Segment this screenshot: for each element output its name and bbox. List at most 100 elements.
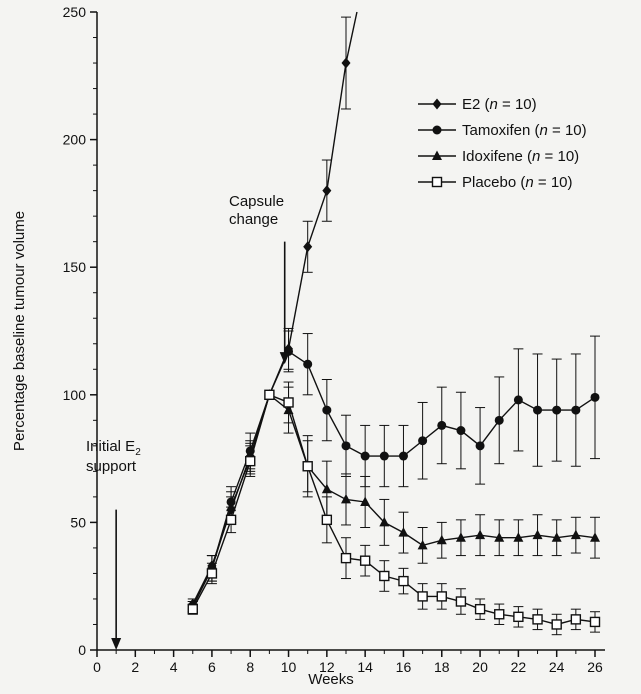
- data-point-triangle: [283, 404, 294, 415]
- data-point-circle: [398, 451, 408, 461]
- x-tick-label-26: 26: [587, 659, 603, 675]
- data-point-triangle: [513, 532, 524, 542]
- legend-marker: [432, 125, 442, 135]
- data-point-triangle: [360, 496, 371, 506]
- legend-item-diamond: E2 (n = 10): [418, 96, 537, 113]
- data-point-triangle: [455, 532, 466, 542]
- data-point-triangle: [226, 501, 237, 512]
- legend-label-main: Placebo (: [462, 174, 525, 191]
- series-markers: [187, 57, 601, 630]
- initial-annotation-main: Initial E: [86, 438, 135, 455]
- y-ticks: 0 50 100 150 200 250: [63, 4, 97, 658]
- x-tick-label-2: 2: [131, 659, 139, 675]
- legend-label: E2 (n = 10): [462, 96, 537, 113]
- x-tick-label-12: 12: [319, 659, 335, 675]
- data-point-square-open: [398, 575, 409, 587]
- legend-label-rest: = 10): [540, 148, 579, 165]
- y-tick-label-150: 150: [63, 259, 87, 275]
- legend-label-n: n: [490, 96, 498, 113]
- y-tick-label-50: 50: [70, 514, 86, 530]
- data-point-triangle: [417, 539, 428, 550]
- legend-label-rest: = 10): [534, 174, 573, 191]
- initial-annotation-line-2: support: [86, 458, 137, 475]
- data-point-diamond: [341, 57, 351, 69]
- data-point-triangle: [570, 529, 581, 540]
- data-point-triangle: [321, 483, 332, 494]
- legend-marker: [432, 98, 442, 110]
- x-axis-title: Weeks: [308, 671, 354, 688]
- data-point-square-open: [455, 596, 467, 607]
- series-line-triangle: [192, 393, 596, 607]
- initial-e2-annotation: Initial E2 support: [86, 438, 141, 650]
- initial-annotation-line-1: Initial E2: [86, 438, 141, 458]
- data-point-circle: [475, 441, 485, 451]
- data-point-square-open: [532, 614, 543, 625]
- capsule-annotation-line-2: change: [229, 211, 278, 228]
- data-point-circle: [379, 451, 389, 461]
- x-tick-label-0: 0: [93, 659, 101, 675]
- data-point-circle: [494, 415, 504, 425]
- legend-label-rest: = 10): [498, 96, 537, 113]
- capsule-annotation-line-1: Capsule: [229, 193, 284, 210]
- data-point-triangle: [532, 529, 543, 540]
- legend-label: Placebo (n = 10): [462, 174, 573, 191]
- legend-item-square-open: Placebo (n = 10): [418, 174, 573, 191]
- data-point-circle: [303, 359, 313, 369]
- data-point-square-open: [321, 514, 333, 526]
- data-point-circle: [360, 451, 370, 461]
- data-point-square-open: [264, 389, 275, 400]
- data-point-circle: [322, 405, 332, 415]
- data-point-circle: [437, 420, 447, 430]
- data-point-triangle: [379, 516, 390, 527]
- data-point-square-open: [302, 461, 313, 472]
- data-point-square-open: [359, 555, 371, 566]
- x-tick-label-22: 22: [511, 659, 527, 675]
- legend-label: Idoxifene (n = 10): [462, 148, 579, 165]
- y-tick-label-250: 250: [63, 4, 87, 20]
- x-tick-label-20: 20: [472, 659, 488, 675]
- x-tick-label-18: 18: [434, 659, 450, 675]
- x-ticks: 0 2 4 6 8 10 12 14 16 18 20 22 24 26: [93, 650, 603, 675]
- data-point-circle: [533, 405, 543, 415]
- data-point-circle: [456, 426, 466, 436]
- data-point-square-open: [570, 614, 582, 625]
- x-tick-label-4: 4: [170, 659, 178, 675]
- data-point-triangle: [341, 493, 351, 504]
- data-point-square-open: [589, 616, 601, 628]
- data-point-circle: [552, 405, 562, 415]
- legend-marker: [431, 176, 443, 188]
- x-tick-label-8: 8: [246, 659, 254, 675]
- data-point-circle: [571, 405, 581, 415]
- data-point-square-open: [245, 455, 256, 467]
- legend-label: Tamoxifen (n = 10): [462, 122, 587, 139]
- data-point-square-open: [436, 591, 447, 602]
- x-tick-label-14: 14: [357, 659, 373, 675]
- capsule-change-annotation: Capsule change: [229, 193, 290, 365]
- series-line-diamond: [192, 11, 358, 605]
- data-point-square-open: [379, 570, 390, 582]
- data-point-diamond: [303, 241, 313, 253]
- data-point-circle: [418, 436, 428, 446]
- data-point-square-open: [206, 568, 218, 579]
- series-lines: [192, 11, 596, 626]
- data-point-square-open: [187, 603, 198, 615]
- initial-annotation-subscript: 2: [135, 447, 141, 458]
- legend-marker: [432, 150, 442, 160]
- x-tick-label-10: 10: [281, 659, 297, 675]
- y-tick-label-100: 100: [63, 387, 87, 403]
- data-point-diamond: [322, 185, 332, 197]
- capsule-arrow-head: [279, 352, 290, 365]
- x-tick-label-24: 24: [549, 659, 565, 675]
- data-point-square-open: [551, 619, 562, 630]
- legend-item-circle: Tamoxifen (n = 10): [418, 122, 587, 139]
- data-point-square-open: [417, 591, 428, 602]
- legend-label-n: n: [540, 122, 548, 139]
- error-bars: [187, 16, 600, 636]
- series-line-circle: [192, 350, 596, 607]
- legend: E2 (n = 10) Tamoxifen (n = 10) Idoxifene (…: [418, 96, 587, 191]
- legend-label-n: n: [525, 174, 533, 191]
- initial-arrow-head: [111, 638, 122, 650]
- data-point-triangle: [475, 529, 486, 540]
- y-axis-title: Percentage baseline tumour volume: [11, 211, 28, 451]
